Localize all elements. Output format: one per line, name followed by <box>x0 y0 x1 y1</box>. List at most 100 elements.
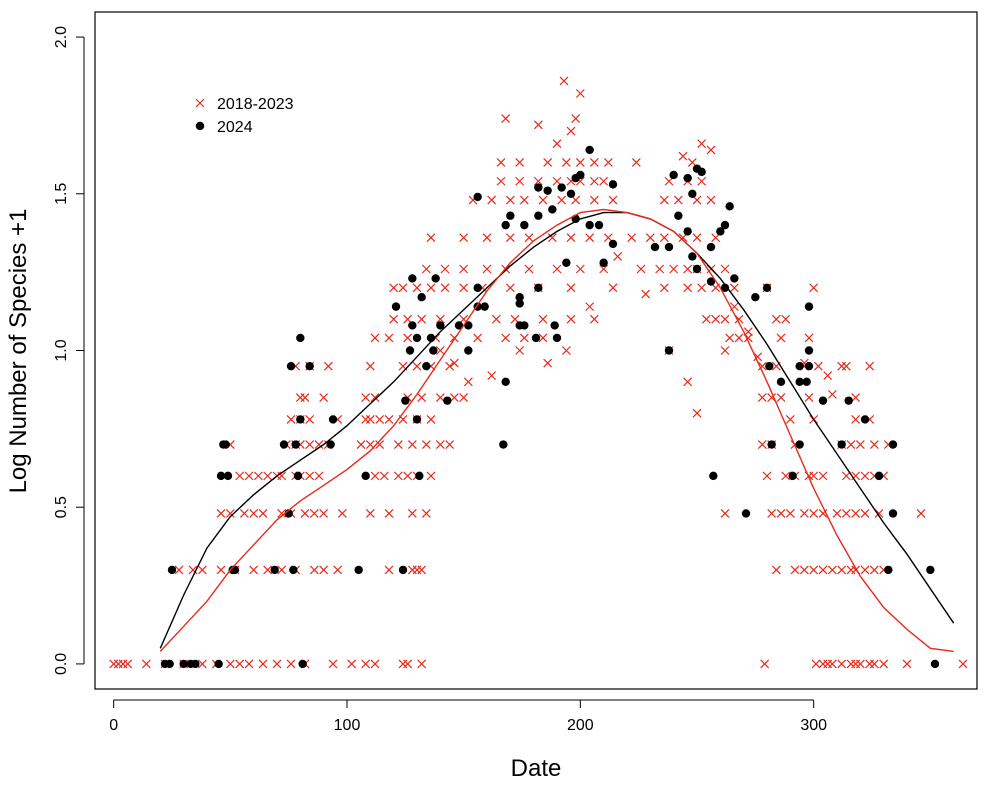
point-cross <box>370 471 380 481</box>
point-cross <box>286 415 296 424</box>
point-cross <box>692 233 702 243</box>
point-dot <box>688 189 697 198</box>
point-cross <box>827 659 837 669</box>
point-cross <box>804 333 814 343</box>
point-cross <box>319 565 329 575</box>
point-cross <box>333 565 343 575</box>
x-tick-label: 100 <box>334 717 361 734</box>
point-cross <box>832 509 842 518</box>
point-cross <box>123 659 133 669</box>
point-dot <box>860 415 870 424</box>
x-axis-title: Date <box>511 755 562 782</box>
point-cross <box>407 565 417 575</box>
point-dot <box>165 659 174 669</box>
point-dot <box>354 565 363 575</box>
point-dot <box>230 565 240 575</box>
point-dot <box>436 321 445 330</box>
point-cross <box>370 659 380 669</box>
point-cross <box>776 333 786 343</box>
x-tick-label: 0 <box>109 717 118 734</box>
point-dot <box>585 220 594 230</box>
point-cross <box>613 252 623 261</box>
point-cross <box>421 509 431 518</box>
point-cross <box>589 158 599 167</box>
point-dot <box>874 471 884 481</box>
point-cross <box>547 233 557 243</box>
point-cross <box>837 659 847 669</box>
point-cross <box>585 302 595 312</box>
point-cross <box>524 233 534 243</box>
point-cross <box>869 565 879 575</box>
point-cross <box>627 233 637 243</box>
point-cross <box>557 195 567 205</box>
legend-cross <box>195 98 205 108</box>
point-cross <box>361 659 371 669</box>
point-dot <box>534 211 543 220</box>
point-cross <box>631 158 641 167</box>
point-cross <box>851 415 861 424</box>
point-cross <box>566 314 576 324</box>
point-cross <box>561 346 571 355</box>
point-dot <box>473 192 482 202</box>
point-dot <box>506 211 515 220</box>
point-cross <box>417 565 427 575</box>
point-dot <box>515 293 524 302</box>
point-dot <box>422 361 431 371</box>
point-dot <box>167 565 177 575</box>
point-dot <box>464 321 473 330</box>
point-dot <box>557 183 566 192</box>
point-dot <box>520 220 529 230</box>
point-cross <box>216 509 226 518</box>
point-cross <box>809 565 819 575</box>
point-cross <box>389 314 399 324</box>
point-cross <box>141 659 151 669</box>
point-dot <box>408 274 417 283</box>
point-cross <box>879 659 889 669</box>
point-cross <box>916 509 926 518</box>
point-dot <box>709 471 718 481</box>
point-cross <box>599 264 609 274</box>
point-dot <box>289 565 298 575</box>
point-cross <box>370 393 380 402</box>
point-dot <box>585 145 594 155</box>
point-cross <box>757 440 767 449</box>
point-cross <box>753 352 763 362</box>
point-cross <box>337 509 347 518</box>
point-cross <box>375 440 385 449</box>
point-dot <box>837 440 846 449</box>
point-cross <box>538 195 548 205</box>
point-cross <box>809 283 819 293</box>
point-dot <box>296 415 305 424</box>
point-dot <box>391 302 401 311</box>
point-cross <box>636 264 646 274</box>
point-cross <box>277 471 287 481</box>
point-dot <box>531 333 541 343</box>
point-cross <box>361 415 371 424</box>
point-cross <box>757 361 767 371</box>
point-dot <box>296 333 305 343</box>
point-dot <box>412 333 422 343</box>
data-points <box>109 76 968 669</box>
point-cross <box>384 415 394 424</box>
point-cross <box>426 233 436 243</box>
point-cross <box>361 393 371 402</box>
point-cross <box>398 283 408 293</box>
point-dot <box>417 293 426 302</box>
point-cross <box>771 565 781 575</box>
point-dot <box>520 321 529 330</box>
point-dot <box>818 396 828 405</box>
point-cross <box>309 509 319 518</box>
point-cross <box>323 361 333 371</box>
point-cross <box>543 158 553 167</box>
point-cross <box>589 314 599 324</box>
point-cross <box>515 176 525 186</box>
point-cross <box>706 145 716 155</box>
point-dot <box>576 170 585 180</box>
point-dot <box>179 659 188 669</box>
point-cross <box>505 195 515 205</box>
point-dot <box>706 277 716 286</box>
point-cross <box>860 509 870 518</box>
point-cross <box>809 509 819 518</box>
point-cross <box>314 440 324 449</box>
point-cross <box>811 659 821 669</box>
